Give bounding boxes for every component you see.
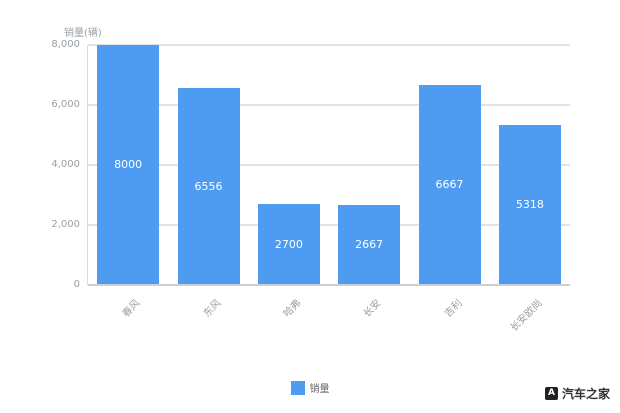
bar[interactable]: 5318 xyxy=(498,125,561,285)
y-tick-label: 4,000 xyxy=(51,159,80,170)
x-tick-label: 长安欧尚 xyxy=(508,297,545,334)
gridline xyxy=(88,164,570,166)
bar[interactable]: 6667 xyxy=(418,85,481,285)
x-tick-label: 吉利 xyxy=(442,297,465,320)
bar-value-label: 5318 xyxy=(515,198,544,212)
gridline xyxy=(88,224,570,226)
legend-swatch-icon xyxy=(290,380,305,395)
y-axis-title: 销量(辆) xyxy=(64,28,102,39)
x-tick-label: 长安 xyxy=(361,297,384,320)
y-axis-line xyxy=(87,45,88,285)
watermark: A 汽车之家 xyxy=(544,385,610,402)
y-tick-label: 8,000 xyxy=(51,39,80,50)
bar[interactable]: 2700 xyxy=(257,204,320,285)
bar[interactable]: 6556 xyxy=(177,88,240,285)
watermark-text: 汽车之家 xyxy=(561,387,610,401)
bar[interactable]: 8000 xyxy=(97,45,160,285)
x-tick-label: 东风 xyxy=(201,297,224,320)
legend-label: 销量 xyxy=(309,384,330,395)
bar[interactable]: 2667 xyxy=(338,205,401,285)
bar-value-label: 2700 xyxy=(274,237,303,251)
bar-value-label: 2667 xyxy=(355,238,384,251)
autohome-logo-icon: A xyxy=(544,387,558,400)
x-tick-label: 春风 xyxy=(120,297,143,320)
gridline xyxy=(88,44,570,46)
legend[interactable]: 销量 xyxy=(0,380,620,395)
plot-area: 8000 6556 2700 2667 6667 5318 xyxy=(87,44,570,286)
x-axis-line xyxy=(88,284,570,286)
y-tick-label: 2,000 xyxy=(51,219,80,230)
y-tick-label: 6,000 xyxy=(51,99,80,110)
gridline xyxy=(88,104,570,106)
x-tick-label: 哈弗 xyxy=(281,297,304,320)
bar-value-label: 6556 xyxy=(194,179,223,193)
bar-value-label: 6667 xyxy=(435,178,464,191)
y-tick-label: 0 xyxy=(73,279,80,290)
bar-value-label: 8000 xyxy=(114,158,143,171)
